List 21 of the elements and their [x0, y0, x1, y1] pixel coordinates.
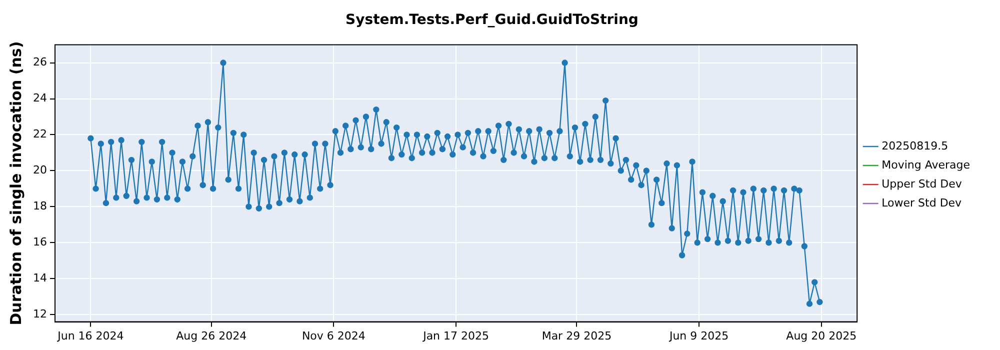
y-axis-title: Duration of single invocation (ns)	[6, 41, 25, 326]
legend-label: Lower Std Dev	[882, 196, 962, 210]
y-tick-label: 22	[32, 128, 47, 141]
legend-label: Moving Average	[882, 158, 970, 172]
x-tick-label: Nov 6 2024	[302, 329, 366, 342]
y-tick-label: 14	[32, 271, 47, 284]
x-tick-label: Aug 26 2024	[176, 329, 247, 342]
y-tick-label: 20	[32, 164, 47, 177]
x-tick-label: Jan 17 2025	[422, 329, 490, 342]
x-tick-label: Jun 16 2024	[56, 329, 124, 342]
x-tick-label: Mar 29 2025	[542, 329, 612, 342]
y-tick-label: 18	[32, 200, 47, 213]
x-tick-label: Aug 20 2025	[786, 329, 857, 342]
chart-title: System.Tests.Perf_Guid.GuidToString	[346, 12, 638, 28]
legend-label: 20250819.5	[882, 139, 948, 152]
x-tick-label: Jun 9 2025	[668, 329, 729, 342]
y-tick-label: 24	[32, 92, 47, 105]
y-tick-label: 12	[32, 307, 47, 320]
legend-label: Upper Std Dev	[882, 177, 962, 190]
y-tick-label: 16	[32, 236, 47, 249]
y-tick-label: 26	[32, 56, 47, 69]
